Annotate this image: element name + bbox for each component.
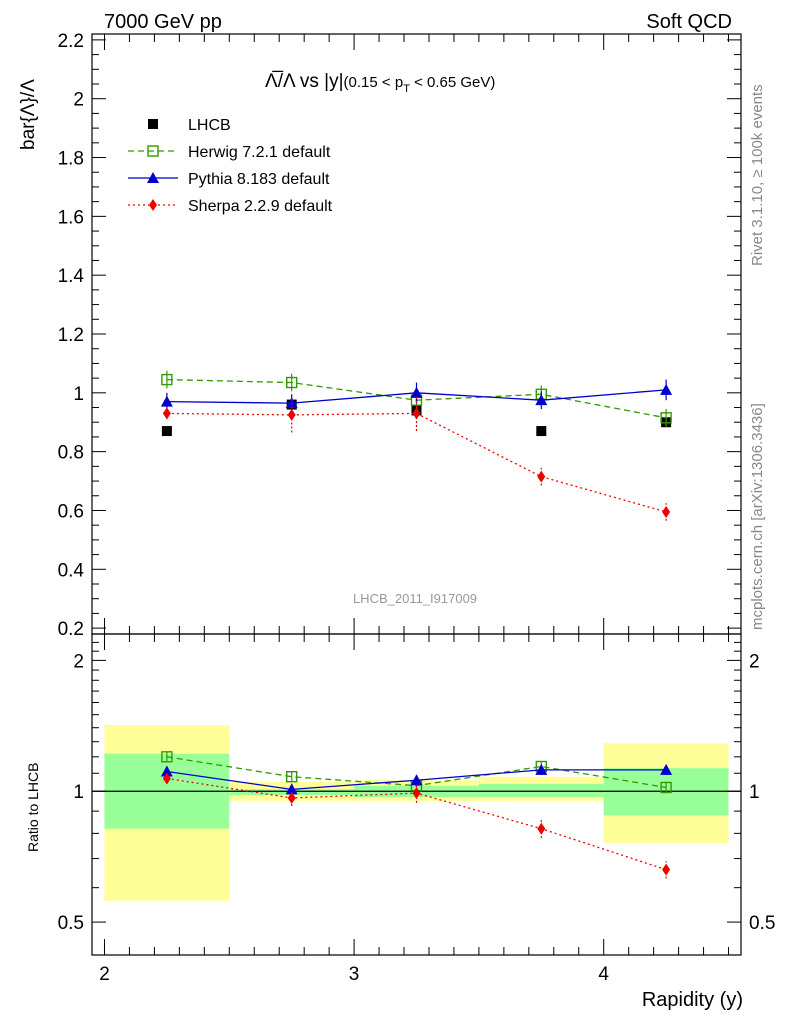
y-tick-label: 1.8 (58, 149, 84, 170)
title-cut-open: (0.15 < p (344, 74, 404, 91)
ratio-point (660, 781, 672, 794)
title-main: Λ̅/Λ vs |y| (265, 71, 344, 92)
ratio-frame (91, 633, 742, 956)
ratio-tick-label: 0.5 (58, 913, 84, 934)
y-tick-label: 1 (73, 384, 84, 405)
ratio-axis-label: Ratio to LHCB (25, 763, 41, 852)
ratio-point (412, 787, 421, 800)
ratio-point (535, 763, 548, 775)
y-tick-label: 0.2 (58, 619, 84, 640)
ratio-point (162, 772, 171, 785)
header-right-label: Soft QCD (646, 11, 732, 33)
data-point (535, 394, 548, 406)
svg-text:Λ̅/Λ vs |y|(0.15 < pT < 0.65 G: Λ̅/Λ vs |y|(0.15 < pT < 0.65 GeV) (265, 71, 495, 95)
ratio-tick-label-right: 2 (749, 651, 760, 672)
ratio-tick-label-right: 0.5 (749, 913, 775, 934)
legend: LHCB Herwig 7.2.1 default Pythia 8.183 def… (128, 117, 333, 215)
ratio-tick-label: 2 (73, 651, 84, 672)
ratio-point (285, 783, 298, 795)
y-axis-label: bar{Λ}/Λ (18, 79, 39, 150)
data-point (412, 407, 421, 420)
legend-item: LHCB (148, 117, 231, 134)
ratio-point (287, 791, 296, 804)
ratio-tick-label-right: 1 (749, 782, 760, 803)
legend-item: Sherpa 2.2.9 default (128, 198, 333, 215)
ratio-point (161, 751, 173, 763)
legend-item: Herwig 7.2.1 default (128, 144, 331, 161)
ratio-point (410, 774, 423, 786)
y-tick-label: 1.4 (58, 266, 85, 287)
y-tick-label: 1.6 (58, 207, 84, 228)
data-point (536, 426, 547, 437)
y-tick-label: 0.8 (58, 443, 84, 464)
ratio-series-sherpa (162, 772, 671, 879)
header-left-label: 7000 GeV pp (104, 11, 222, 33)
series-sherpa (162, 395, 671, 521)
legend-marker (147, 172, 159, 183)
ratio-series-pythia (160, 763, 673, 796)
main-panel: 0.2 0.4 0.6 0.8 1 1.2 1.4 1.6 1.8 2 2.2 (58, 31, 742, 640)
x-axis-label: Rapidity (y) (642, 989, 743, 1011)
watermark-label: LHCB_2011_I917009 (353, 591, 477, 606)
legend-marker (149, 199, 157, 211)
plot-title: Λ̅/Λ vs |y|(0.15 < pT < 0.65 GeV) (265, 71, 495, 95)
data-point (662, 505, 671, 518)
data-point (287, 408, 296, 421)
title-cut-sub: T (403, 83, 410, 95)
x-tick-label: 2 (99, 964, 110, 985)
legend-label: Sherpa 2.2.9 default (188, 198, 333, 215)
data-point (162, 407, 171, 420)
data-point (660, 412, 672, 424)
mcplots-label: mcplots.cern.ch [arXiv:1306.3436] (749, 403, 766, 630)
legend-marker (148, 119, 158, 129)
data-point (410, 386, 423, 398)
legend-label: LHCB (188, 117, 231, 134)
data-point (161, 373, 173, 386)
ratio-point (662, 863, 671, 876)
ratio-point (285, 771, 298, 783)
data-point (160, 395, 173, 407)
ratio-point (660, 763, 673, 775)
title-cut-close: < 0.65 GeV) (410, 74, 495, 91)
data-point (161, 426, 172, 437)
y-tick-label: 0.4 (58, 560, 85, 581)
ratio-panel: 0.5 0.5 1 1 2 2 2 3 4 (58, 633, 775, 985)
y-tick-label: 0.6 (58, 501, 84, 522)
y-tick-label: 2 (73, 90, 84, 111)
ratio-tick-label: 1 (73, 782, 84, 803)
y-tick-label: 1.2 (58, 325, 84, 346)
x-tick-label: 4 (598, 964, 609, 985)
data-point (285, 376, 298, 389)
legend-label: Herwig 7.2.1 default (188, 144, 331, 161)
y-tick-label: 2.2 (58, 31, 84, 52)
data-point (660, 383, 673, 395)
data-point (537, 470, 546, 483)
ratio-point (537, 822, 546, 835)
series-line (166, 412, 667, 513)
legend-marker (147, 145, 159, 157)
x-tick-label: 3 (349, 964, 360, 985)
ratio-band-green (478, 783, 604, 797)
legend-label: Pythia 8.183 default (188, 171, 330, 188)
rivet-version-label: Rivet 3.1.10, ≥ 100k events (749, 84, 766, 266)
ratio-point (160, 765, 173, 777)
legend-item: Pythia 8.183 default (128, 171, 330, 188)
